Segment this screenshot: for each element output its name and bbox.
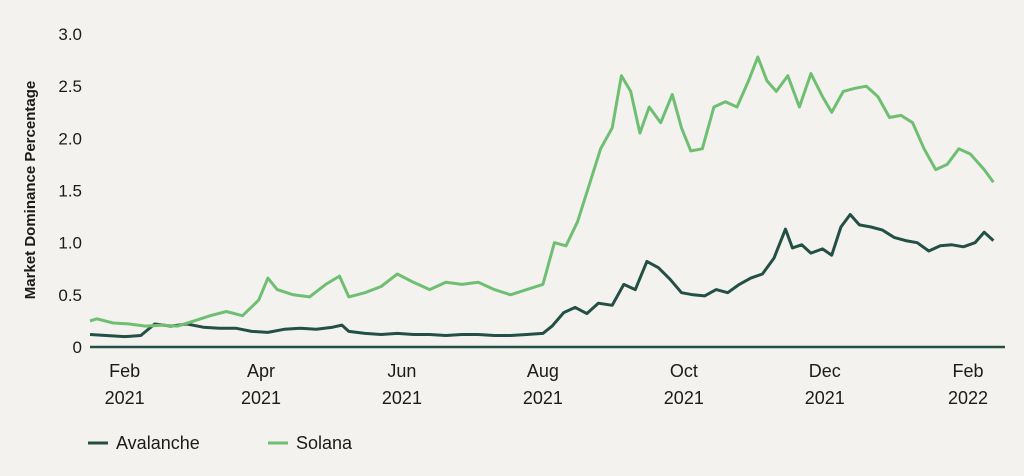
x-tick-month: Jun bbox=[387, 361, 416, 381]
x-tick-month: Feb bbox=[109, 361, 140, 381]
x-tick-month: Dec bbox=[809, 361, 841, 381]
x-tick-year: 2021 bbox=[241, 388, 281, 408]
x-tick-month: Feb bbox=[953, 361, 984, 381]
y-tick-label: 1.5 bbox=[58, 182, 82, 201]
y-axis-label: Market Dominance Percentage bbox=[22, 81, 39, 299]
x-tick-year: 2021 bbox=[105, 388, 145, 408]
series-lines bbox=[89, 55, 995, 339]
x-tick-year: 2021 bbox=[382, 388, 422, 408]
y-tick-label: 2.0 bbox=[58, 129, 82, 148]
x-axis-ticks: Feb 2021 Apr 2021 Jun 2021 Aug 2021 Oct 2021 Dec 20… bbox=[105, 361, 988, 408]
y-axis-ticks: 0 0.5 1.0 1.5 2.0 2.5 3.0 bbox=[58, 25, 82, 357]
series-line-solana bbox=[89, 55, 995, 328]
x-tick-year: 2021 bbox=[805, 388, 845, 408]
legend: Avalanche Solana bbox=[88, 433, 353, 453]
y-tick-label: 2.5 bbox=[58, 77, 82, 96]
legend-label-solana: Solana bbox=[296, 433, 353, 453]
x-tick-year: 2021 bbox=[664, 388, 704, 408]
y-tick-label: 1.0 bbox=[58, 234, 82, 253]
x-tick-month: Aug bbox=[527, 361, 559, 381]
x-tick-year: 2021 bbox=[523, 388, 563, 408]
series-line-avalanche bbox=[89, 213, 995, 339]
x-tick-month: Apr bbox=[247, 361, 275, 381]
legend-label-avalanche: Avalanche bbox=[116, 433, 200, 453]
x-tick-year: 2022 bbox=[948, 388, 988, 408]
y-tick-label: 0.5 bbox=[58, 286, 82, 305]
x-tick-month: Oct bbox=[670, 361, 698, 381]
y-tick-label: 3.0 bbox=[58, 25, 82, 44]
y-tick-label: 0 bbox=[73, 338, 82, 357]
